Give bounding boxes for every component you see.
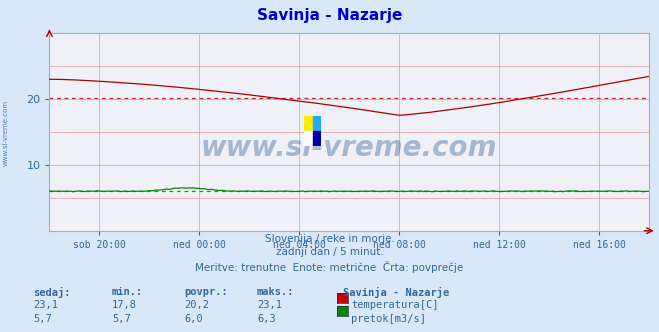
Text: www.si-vreme.com: www.si-vreme.com [2,100,9,166]
Text: sedaj:: sedaj: [33,287,71,298]
Text: 6,3: 6,3 [257,314,275,324]
Bar [304,116,313,131]
Text: temperatura[C]: temperatura[C] [351,300,439,310]
Text: 5,7: 5,7 [112,314,130,324]
Text: 17,8: 17,8 [112,300,137,310]
Text: Slovenija / reke in morje.: Slovenija / reke in morje. [264,234,395,244]
Text: maks.:: maks.: [257,287,295,297]
Text: 20,2: 20,2 [185,300,210,310]
Text: pretok[m3/s]: pretok[m3/s] [351,314,426,324]
Bar [313,116,321,131]
Text: povpr.:: povpr.: [185,287,228,297]
Text: 5,7: 5,7 [33,314,51,324]
Bar [304,131,313,146]
Text: 23,1: 23,1 [257,300,282,310]
Text: min.:: min.: [112,287,143,297]
Text: www.si-vreme.com: www.si-vreme.com [201,134,498,162]
Text: Meritve: trenutne  Enote: metrične  Črta: povprečje: Meritve: trenutne Enote: metrične Črta: … [195,261,464,273]
Text: Savinja - Nazarje: Savinja - Nazarje [257,8,402,23]
Text: 6,0: 6,0 [185,314,203,324]
Bar [313,131,321,146]
Text: 23,1: 23,1 [33,300,58,310]
Text: zadnji dan / 5 minut.: zadnji dan / 5 minut. [275,247,384,257]
Text: Savinja - Nazarje: Savinja - Nazarje [343,287,449,298]
